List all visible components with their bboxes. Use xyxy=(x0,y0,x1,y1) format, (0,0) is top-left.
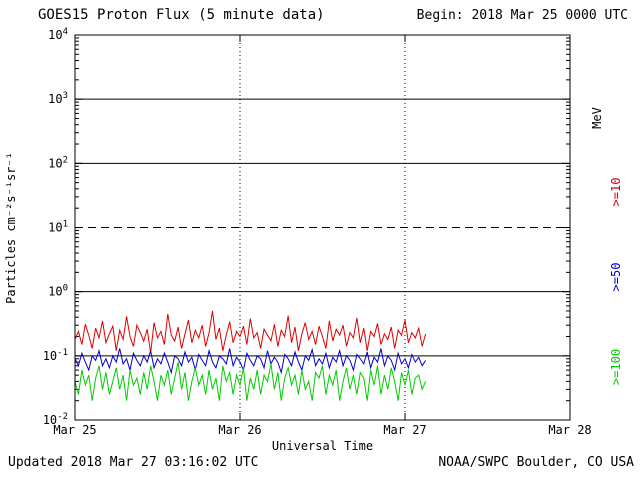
right-label-MeV: MeV xyxy=(590,107,604,129)
y-axis-title: Particles cm⁻²s⁻¹sr⁻¹ xyxy=(4,152,18,304)
right-label-100: >=100 xyxy=(609,349,623,385)
y-tick-label: 10-1 xyxy=(43,348,68,363)
right-label-10: >=10 xyxy=(609,178,623,207)
x-tick-label: Mar 27 xyxy=(383,423,426,437)
begin-time-label: Begin: 2018 Mar 25 0000 UTC xyxy=(416,8,628,23)
series-line-100MeV xyxy=(74,361,427,401)
updated-timestamp: Updated 2018 Mar 27 03:16:02 UTC xyxy=(8,455,259,470)
y-tick-label: 101 xyxy=(48,220,68,235)
x-tick-label: Mar 26 xyxy=(218,423,261,437)
y-tick-label: 100 xyxy=(48,284,68,299)
x-tick-label: Mar 25 xyxy=(53,423,96,437)
y-tick-label: 103 xyxy=(48,91,68,106)
plot-frame xyxy=(74,34,571,421)
series-line-10MeV xyxy=(74,310,427,354)
y-tick-label: 104 xyxy=(48,27,68,42)
y-tick-label: 10-2 xyxy=(43,412,68,427)
right-label-50: >=50 xyxy=(609,263,623,292)
chart-title: GOES15 Proton Flux (5 minute data) xyxy=(38,7,325,23)
x-axis-title: Universal Time xyxy=(272,439,373,453)
y-tick-label: 102 xyxy=(48,155,68,170)
x-tick-label: Mar 28 xyxy=(548,423,591,437)
credit-label: NOAA/SWPC Boulder, CO USA xyxy=(438,455,634,470)
series-line-50MeV xyxy=(74,347,427,375)
